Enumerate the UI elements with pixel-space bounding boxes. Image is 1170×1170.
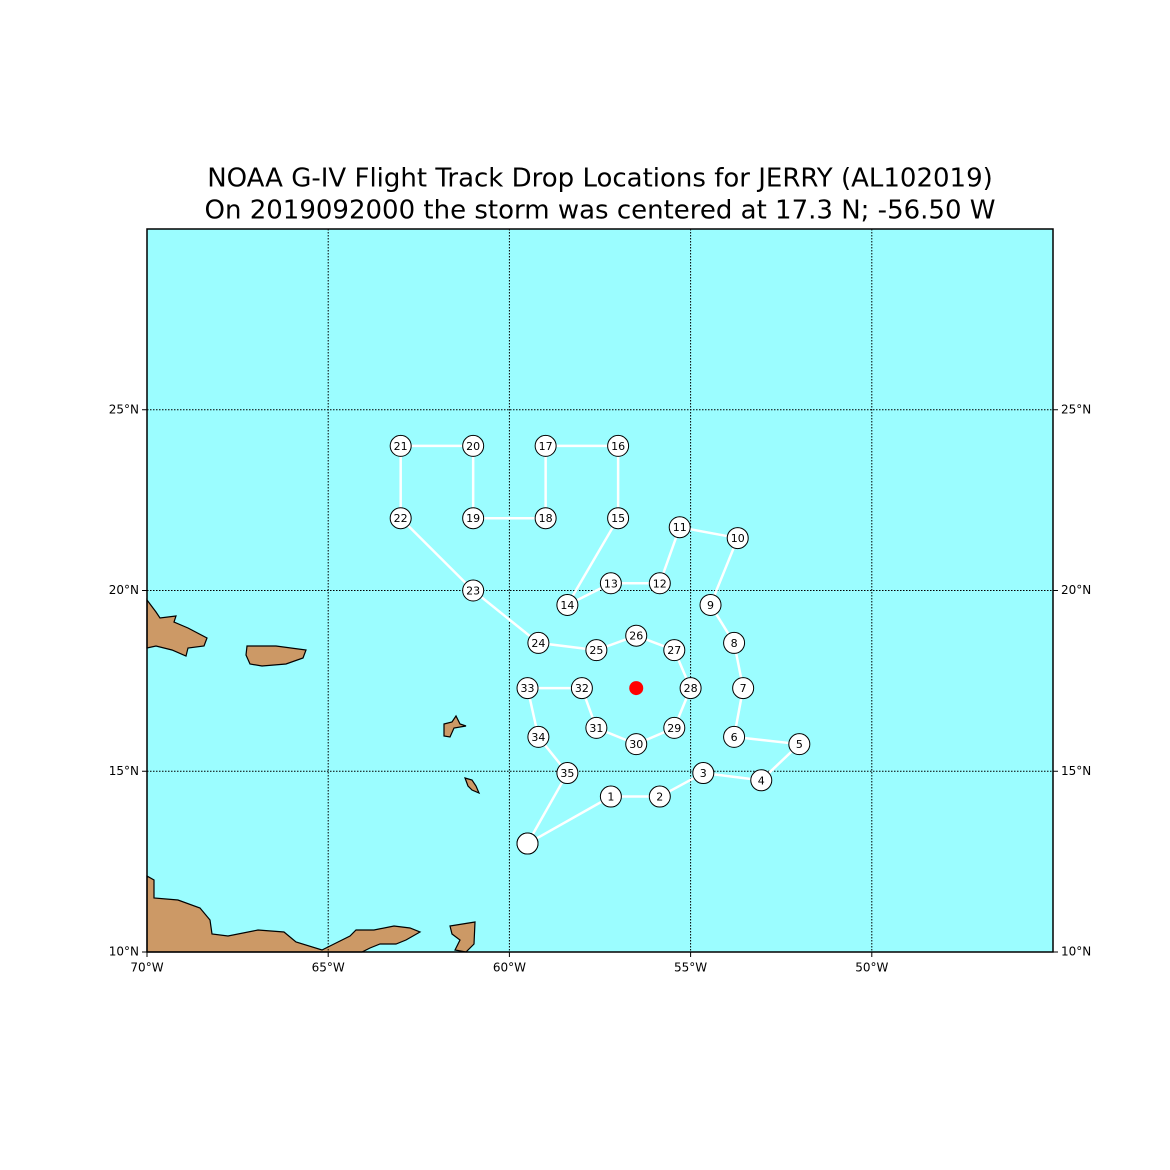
y-tick-label: 25°N xyxy=(109,402,139,416)
drop-point xyxy=(723,725,746,748)
drop-point xyxy=(663,639,686,662)
drop-label: 32 xyxy=(575,682,589,695)
drop-point xyxy=(648,572,671,595)
drop-label: 1 xyxy=(607,791,614,804)
drop-label: 16 xyxy=(611,440,625,453)
drop-point xyxy=(648,785,671,808)
y-tick-label: 10°N xyxy=(109,945,139,959)
x-tick-label: 60°W xyxy=(493,961,526,975)
drop-point xyxy=(699,593,722,616)
x-tick-label: 50°W xyxy=(855,961,888,975)
drop-point xyxy=(723,631,746,654)
drop-label: 15 xyxy=(611,512,625,525)
drop-point xyxy=(625,733,648,756)
drop-label: 24 xyxy=(531,637,545,650)
drop-point xyxy=(556,593,579,616)
drop-point xyxy=(599,785,622,808)
drop-point xyxy=(462,579,485,602)
guadeloupe xyxy=(443,714,467,738)
drop-point xyxy=(668,516,691,539)
drop-point xyxy=(516,832,539,855)
x-tick-label: 55°W xyxy=(674,961,707,975)
drop-label: 4 xyxy=(758,774,765,787)
drop-point xyxy=(570,677,593,700)
drop-label: 2 xyxy=(656,791,663,804)
drop-point xyxy=(788,733,811,756)
drop-point xyxy=(625,624,648,647)
land xyxy=(146,598,481,953)
drop-point xyxy=(679,677,702,700)
hispaniola xyxy=(146,598,208,657)
drop-point xyxy=(585,639,608,662)
drop-label: 12 xyxy=(653,577,667,590)
drop-label: 20 xyxy=(466,440,480,453)
drop-label: 28 xyxy=(684,682,698,695)
drop-point xyxy=(527,631,550,654)
drop-point xyxy=(585,716,608,739)
title: NOAA G-IV Flight Track Drop Locations fo… xyxy=(207,164,993,194)
drop-point xyxy=(534,434,557,457)
drop-label: 27 xyxy=(667,644,681,657)
x-tick-label: 65°W xyxy=(312,961,345,975)
drop-label: 26 xyxy=(629,630,643,643)
drop-label: 25 xyxy=(589,644,603,657)
drop-label: 3 xyxy=(700,767,707,780)
drop-label: 5 xyxy=(796,738,803,751)
drop-label: 19 xyxy=(466,512,480,525)
drop-label: 8 xyxy=(731,637,738,650)
y-tick-label: 25°N xyxy=(1061,402,1091,416)
martinique xyxy=(464,777,481,795)
drop-point xyxy=(692,762,715,785)
drop-label: 33 xyxy=(521,682,535,695)
track: 1 234567891011121314151617181920212223242… xyxy=(389,434,811,855)
drop-label: 30 xyxy=(629,738,643,751)
puerto-rico xyxy=(245,645,307,667)
trinidad xyxy=(449,921,476,953)
drop-point xyxy=(599,572,622,595)
drop-label: 10 xyxy=(731,532,745,545)
y-tick-label: 20°N xyxy=(1061,583,1091,597)
drop-point xyxy=(389,507,412,530)
drop-label: 23 xyxy=(466,585,480,598)
subtitle: On 2019092000 the storm was centered at … xyxy=(205,196,996,226)
drop-point xyxy=(527,725,550,748)
y-tick-label: 10°N xyxy=(1061,945,1091,959)
drop-point xyxy=(726,527,749,550)
drop-label: 7 xyxy=(740,682,747,695)
drop-label: 22 xyxy=(394,512,408,525)
storm-center xyxy=(629,681,644,696)
drop-label: 21 xyxy=(394,440,408,453)
drop-label: 31 xyxy=(589,722,603,735)
venezuela xyxy=(146,874,422,953)
drop-label: 17 xyxy=(539,440,553,453)
y-tick-label: 15°N xyxy=(1061,764,1091,778)
y-tick-label: 20°N xyxy=(109,583,139,597)
drop-label: 13 xyxy=(604,577,618,590)
y-tick-label: 15°N xyxy=(109,764,139,778)
drop-point xyxy=(389,434,412,457)
drop-label: 6 xyxy=(731,731,738,744)
drop-label: 34 xyxy=(531,731,545,744)
drop-point xyxy=(462,434,485,457)
drop-point xyxy=(607,507,630,530)
drop-point xyxy=(663,716,686,739)
drop-label: 29 xyxy=(667,722,681,735)
drop-label: 18 xyxy=(539,512,553,525)
drop-point xyxy=(607,434,630,457)
drop-point xyxy=(732,677,755,700)
drop-point xyxy=(556,762,579,785)
drop-point xyxy=(534,507,557,530)
drop-label: 35 xyxy=(560,767,574,780)
drop-label: 11 xyxy=(673,521,687,534)
drop-point xyxy=(516,677,539,700)
drop-label: 9 xyxy=(707,599,714,612)
drop-label: 14 xyxy=(560,599,574,612)
drop-point xyxy=(750,769,773,792)
x-tick-label: 70°W xyxy=(130,961,163,975)
drop-point xyxy=(462,507,485,530)
